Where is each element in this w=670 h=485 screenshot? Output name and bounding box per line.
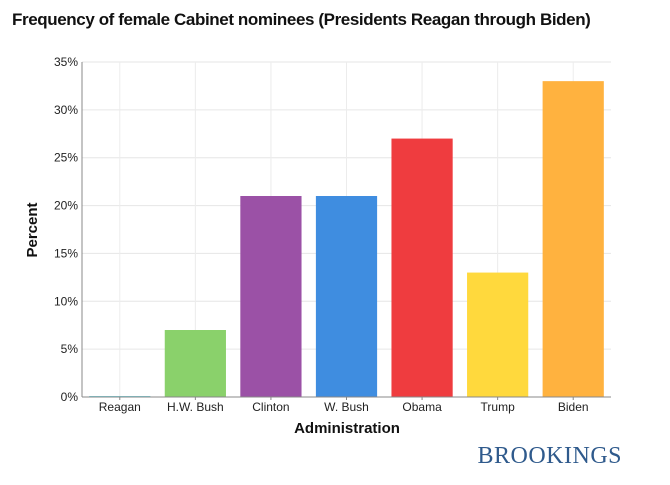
y-tick-label: 15% <box>54 246 78 260</box>
bar-clinton <box>240 196 302 397</box>
bar-h-w-bush <box>164 330 226 397</box>
y-tick-label: 5% <box>61 342 79 356</box>
bar-biden <box>542 81 604 398</box>
y-tick-label: 30% <box>54 103 78 117</box>
x-tick-label: W. Bush <box>324 400 369 414</box>
bar-trump <box>467 272 529 397</box>
x-tick-label: H.W. Bush <box>167 400 224 414</box>
y-tick-label: 10% <box>54 294 78 308</box>
y-tick-label: 25% <box>54 151 78 165</box>
y-tick-label: 35% <box>54 55 78 69</box>
brookings-logo: BROOKINGS <box>477 443 622 469</box>
y-axis-title: Percent <box>24 202 41 257</box>
y-tick-label: 0% <box>61 390 79 404</box>
y-tick-label: 20% <box>54 199 78 213</box>
y-tick-labels: 0% 5% 10% 15% 20% 25% 30% 35% <box>54 55 78 404</box>
x-tick-label: Biden <box>558 400 589 414</box>
x-tick-label: Reagan <box>99 400 141 414</box>
chart-title: Frequency of female Cabinet nominees (Pr… <box>12 10 591 29</box>
x-axis-title: Administration <box>294 420 400 437</box>
x-tick-label: Trump <box>481 400 516 414</box>
x-tick-label: Clinton <box>252 400 289 414</box>
x-tick-label: Obama <box>402 400 442 414</box>
axes <box>81 62 611 400</box>
bar-obama <box>391 138 453 398</box>
x-tick-labels: Reagan H.W. Bush Clinton W. Bush Obama Trump B… <box>99 400 589 414</box>
bar-w-bush <box>315 196 378 397</box>
bars <box>89 81 604 398</box>
